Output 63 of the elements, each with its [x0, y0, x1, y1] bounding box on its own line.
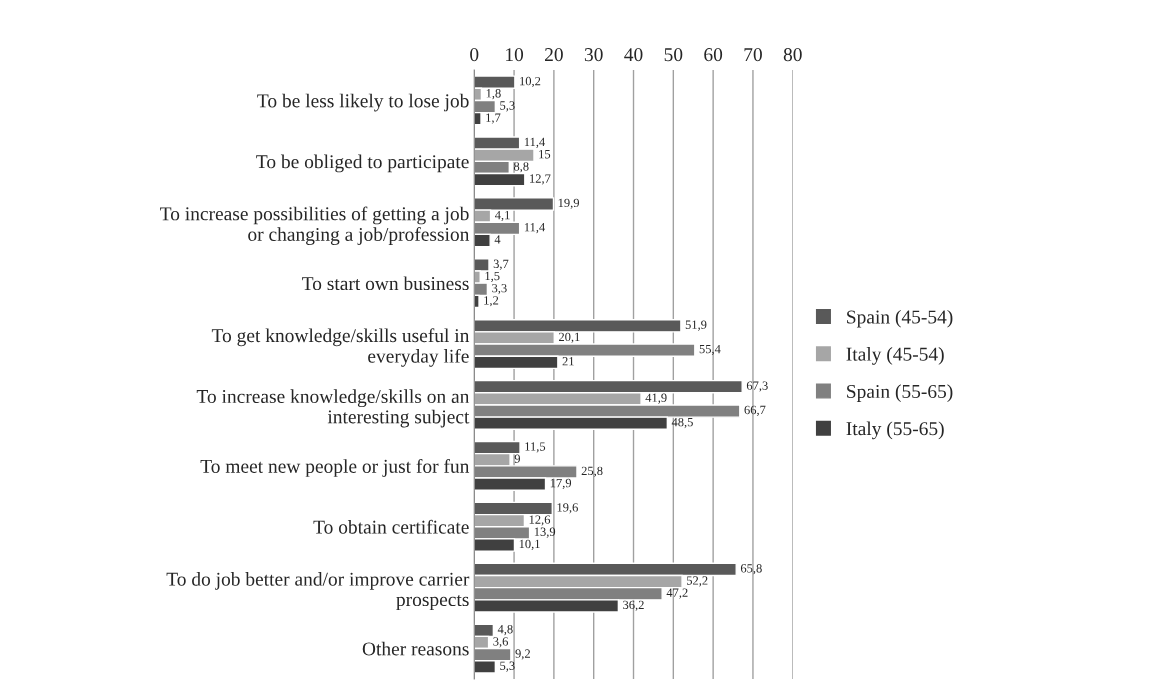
data-label: 47,2: [666, 588, 688, 599]
data-label: 19,9: [558, 198, 580, 209]
data-label: 25,8: [581, 466, 603, 477]
data-label: 66,7: [744, 405, 766, 416]
data-label: 36,2: [623, 600, 644, 611]
y-tick-label: To be obliged to participate: [256, 154, 469, 173]
data-label: 3,6: [493, 637, 509, 648]
x-tick-label: 20: [545, 48, 563, 62]
data-label: 3,3: [492, 283, 507, 295]
x-tick-label: 10: [506, 48, 524, 62]
data-label: 17,9: [550, 478, 572, 490]
data-label: 20,1: [559, 332, 580, 343]
y-tick-label: To increase possibilities of getting a job or changing a job/profession: [160, 206, 470, 245]
data-label: 1,8: [486, 89, 501, 100]
data-label: 1,5: [485, 271, 500, 282]
y-tick-label: To get knowledge/skills useful in everyday life: [211, 328, 470, 367]
x-tick-label: 80: [783, 48, 802, 62]
data-label: 11,4: [524, 223, 546, 234]
data-label: 65,8: [740, 564, 762, 575]
data-label: 48,5: [671, 417, 693, 429]
legend-label: Italy (45-54): [846, 347, 944, 365]
legend-label: Italy (55-65): [846, 421, 944, 440]
data-label: 4,8: [497, 624, 513, 636]
data-label: 21: [562, 357, 574, 366]
data-label: 9: [514, 454, 520, 463]
data-label: 3,7: [493, 259, 509, 270]
x-tick-label: 70: [744, 48, 762, 62]
data-label: 12,6: [529, 515, 551, 526]
data-label: 15: [539, 150, 551, 159]
data-label: 10,1: [519, 539, 540, 550]
x-tick-label: 40: [624, 48, 643, 62]
y-tick-label: To increase knowledge/skills on an interesting subject: [196, 389, 470, 428]
y-tick-label: To start own business: [302, 276, 469, 291]
data-label: 1,2: [484, 296, 499, 307]
data-label: 9,2: [515, 649, 530, 660]
data-label: 8,8: [513, 162, 529, 173]
data-label: 11,4: [524, 137, 546, 149]
data-label: 5,3: [500, 661, 515, 672]
data-label: 4: [494, 235, 501, 244]
y-tick-label: Other reasons: [362, 641, 469, 656]
data-label: 55,4: [699, 344, 721, 356]
legend-label: Spain (55-65): [847, 384, 953, 402]
data-label: 52,2: [686, 576, 708, 587]
y-tick-label: To be less likely to lose job: [257, 93, 469, 112]
y-tick-label: To meet new people or just for fun: [200, 459, 470, 477]
data-label: 4,1: [494, 210, 510, 222]
legend-label: Spain (45-54): [847, 309, 953, 328]
data-label: 13,9: [534, 527, 556, 538]
data-label: 41,9: [645, 393, 667, 404]
data-label: 5,3: [500, 101, 515, 112]
data-label: 11,5: [525, 442, 546, 453]
x-tick-label: 60: [704, 48, 723, 62]
y-tick-label: To do job better and/or improve carrier prospects: [166, 572, 470, 611]
data-label: 10,2: [520, 76, 541, 88]
data-label: 19,6: [557, 503, 578, 514]
data-label: 51,9: [685, 320, 707, 331]
x-tick-label: 50: [664, 48, 683, 62]
y-tick-label: To obtain certificate: [313, 519, 469, 534]
data-label: 12,7: [530, 174, 551, 185]
x-tick-label: 30: [584, 48, 603, 62]
data-label: 67,3: [746, 381, 768, 392]
data-label: 1,7: [486, 113, 501, 124]
x-tick-label: 0: [470, 48, 479, 62]
